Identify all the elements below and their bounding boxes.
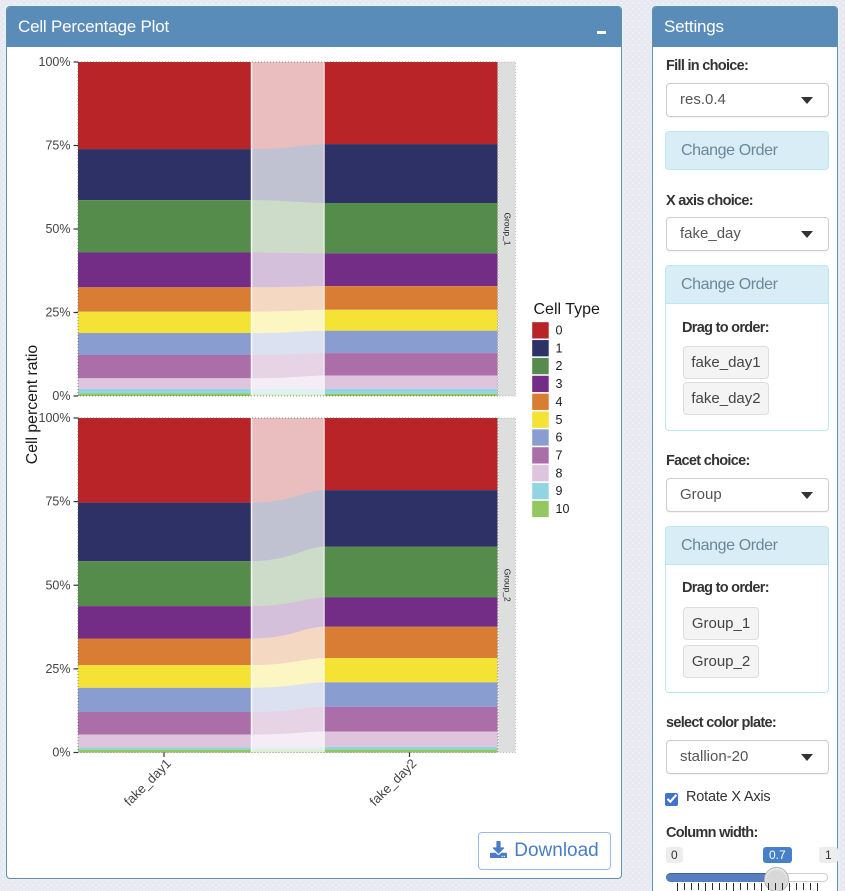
svg-text:100%: 100% [39, 411, 71, 425]
svg-text:5: 5 [556, 413, 563, 427]
svg-text:4: 4 [556, 395, 563, 409]
svg-text:0%: 0% [52, 389, 70, 403]
svg-text:10: 10 [556, 502, 570, 516]
svg-text:3: 3 [556, 377, 563, 391]
svg-text:50%: 50% [45, 222, 70, 236]
svg-text:8: 8 [556, 466, 563, 480]
svg-text:6: 6 [556, 431, 563, 445]
svg-text:fake_day2: fake_day2 [366, 756, 419, 809]
svg-text:0%: 0% [52, 746, 70, 760]
svg-text:2: 2 [556, 359, 563, 373]
svg-text:9: 9 [556, 484, 563, 498]
svg-text:75%: 75% [45, 139, 70, 153]
svg-text:1: 1 [556, 341, 563, 355]
svg-text:25%: 25% [45, 306, 70, 320]
svg-text:Group_2: Group_2 [502, 569, 512, 602]
svg-text:0: 0 [556, 324, 563, 338]
svg-text:7: 7 [556, 449, 563, 463]
svg-text:75%: 75% [45, 495, 70, 509]
svg-text:50%: 50% [45, 578, 70, 592]
svg-text:Cell percent ratio: Cell percent ratio [24, 345, 41, 465]
svg-text:fake_day1: fake_day1 [121, 756, 174, 809]
svg-text:Group_1: Group_1 [502, 212, 512, 245]
svg-text:Cell Type: Cell Type [534, 301, 601, 318]
svg-text:25%: 25% [45, 662, 70, 676]
svg-text:100%: 100% [39, 55, 71, 69]
